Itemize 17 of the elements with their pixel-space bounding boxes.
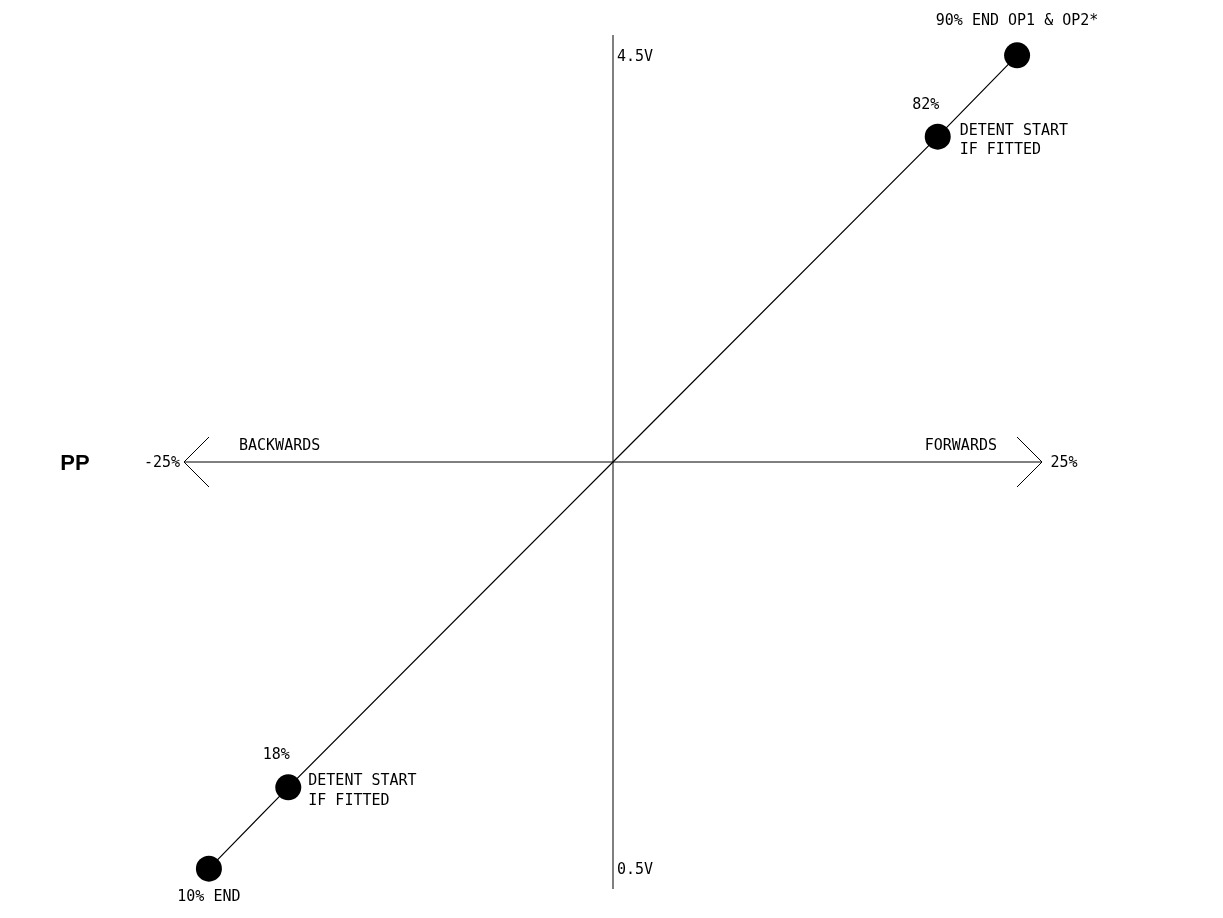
- y-tick-label: 0.5V: [617, 859, 654, 878]
- annotation: DETENT START IF FITTED: [959, 120, 1069, 159]
- annotation: 18%: [262, 745, 290, 764]
- point: [924, 123, 951, 150]
- point: [1004, 42, 1031, 69]
- annotation: 90% END OP1 & OP2*: [935, 11, 1099, 30]
- x-tick-label: -25%: [143, 453, 181, 472]
- point: [195, 855, 222, 882]
- point: [275, 774, 302, 801]
- x-tick-label: 25%: [1050, 453, 1078, 472]
- annotation: 82%: [912, 94, 940, 113]
- annotation: DETENT START IF FITTED: [308, 771, 417, 809]
- annotation: BACKWARDS: [239, 436, 321, 454]
- annotation: FORWARDS: [924, 436, 997, 454]
- y-axis-title: PP: [60, 449, 90, 475]
- y-tick-label: 4.5V: [617, 46, 654, 65]
- annotation: 10% END: [177, 886, 241, 905]
